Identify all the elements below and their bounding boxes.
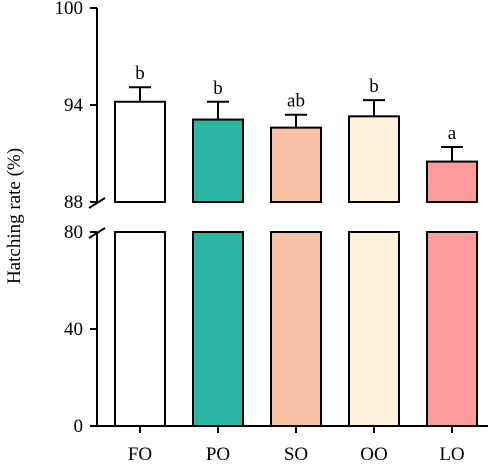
bar-po-upper bbox=[192, 118, 244, 203]
category-label-oo: OO bbox=[360, 444, 387, 464]
category-label-fo: FO bbox=[128, 444, 152, 464]
bar-fo-lower bbox=[114, 231, 166, 427]
category-label-so: SO bbox=[284, 444, 308, 464]
y-tick-94-label: 94 bbox=[64, 95, 84, 116]
bar-so-lower bbox=[270, 231, 322, 427]
bar-oo-upper bbox=[348, 115, 400, 203]
bar-fo-upper bbox=[114, 100, 166, 203]
bars: b FO b PO ab SO b OO a LO bbox=[114, 63, 478, 464]
category-label-po: PO bbox=[206, 444, 230, 464]
bar-lo-lower bbox=[426, 231, 478, 427]
y-tick-40-label: 40 bbox=[64, 319, 83, 340]
y-tick-88-label: 88 bbox=[64, 192, 83, 213]
y-tick-0-label: 0 bbox=[74, 416, 84, 437]
y-tick-100-label: 100 bbox=[55, 0, 84, 19]
significance-label-po: b bbox=[213, 78, 223, 99]
y-tick-80-label: 80 bbox=[64, 222, 83, 243]
significance-label-oo: b bbox=[369, 76, 379, 97]
category-label-lo: LO bbox=[439, 444, 464, 464]
significance-label-fo: b bbox=[135, 63, 145, 84]
bar-so-upper bbox=[270, 126, 322, 203]
significance-label-lo: a bbox=[448, 123, 457, 144]
y-axis-label: Hatching rate (%) bbox=[4, 148, 25, 284]
significance-label-so: ab bbox=[287, 91, 305, 112]
bar-po-lower bbox=[192, 231, 244, 427]
bar-oo-lower bbox=[348, 231, 400, 427]
bar-lo-upper bbox=[426, 160, 478, 203]
